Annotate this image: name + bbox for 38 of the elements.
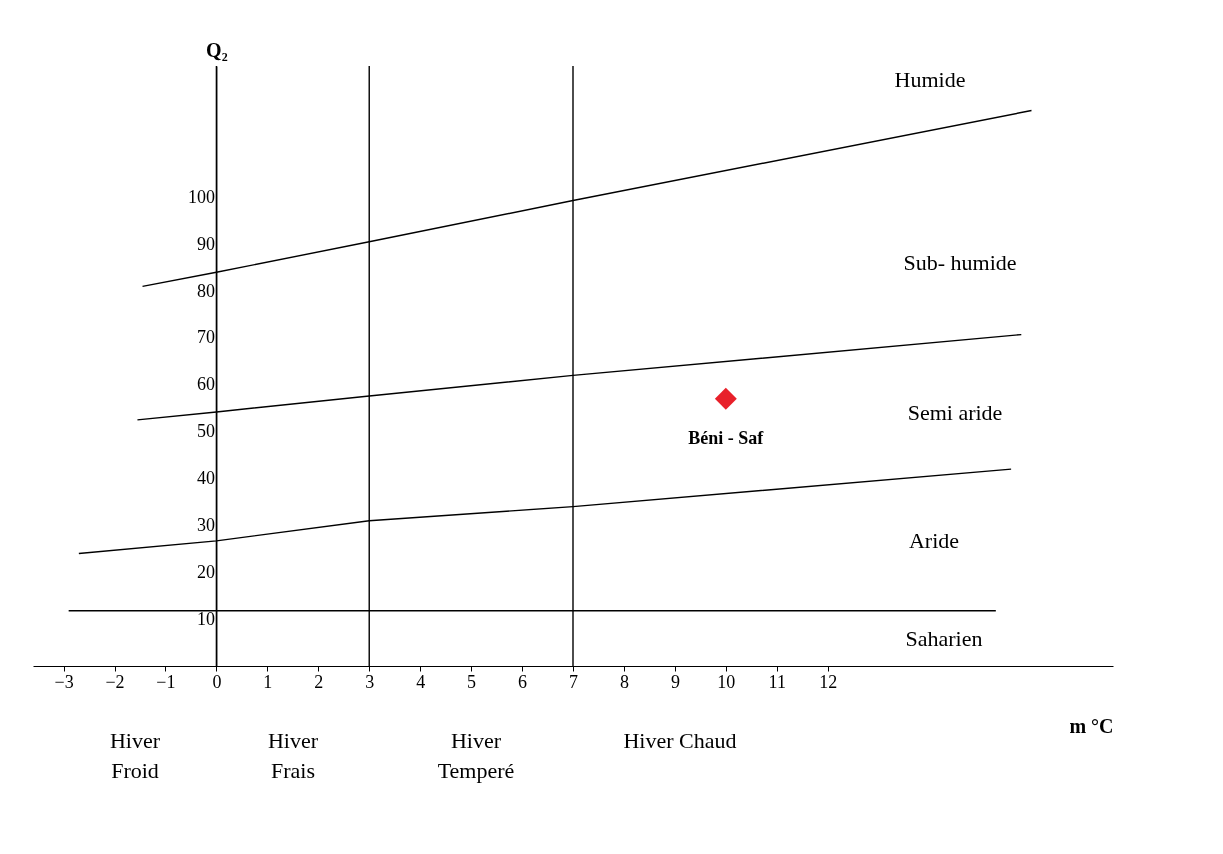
x-axis-title: m °C [1069, 714, 1114, 737]
x-tick-label: −3 [54, 671, 74, 692]
annotation: Humide [894, 67, 966, 92]
x-tick-label: 9 [670, 671, 680, 692]
text: Hiver Chaud [623, 728, 737, 753]
x-tick-label: 0 [212, 671, 222, 692]
x-tick-label: 12 [819, 671, 838, 692]
x-tick-label: −1 [156, 671, 176, 692]
x-tick-label: 7 [569, 671, 578, 692]
x-tick-label: 4 [416, 671, 426, 692]
y-tick-label: 30 [196, 514, 215, 535]
text: Hiver Frais [267, 728, 319, 783]
x-tick-label: 10 [717, 671, 736, 692]
annotation: Aride [908, 528, 960, 553]
y-tick-label: 20 [196, 561, 215, 582]
x-tick-label: 8 [619, 671, 629, 692]
y-tick-label: 10 [196, 608, 215, 629]
series-label: Béni - Saf [688, 427, 765, 448]
x-tick-label: 6 [518, 671, 528, 692]
y-tick-label: 80 [196, 280, 215, 301]
x-tick-label: −2 [105, 671, 125, 692]
text: Hiver Froid [109, 728, 161, 783]
y-tick-label: 90 [196, 233, 215, 254]
y-tick-label: 60 [196, 374, 215, 395]
y-tick-label: 70 [196, 327, 215, 348]
x-tick-label: 5 [467, 671, 477, 692]
y-axis-title: Q₂ [206, 38, 228, 61]
y-tick-label: 40 [196, 468, 215, 488]
y-tick-label: 50 [196, 421, 215, 442]
x-tick-label: 11 [768, 671, 786, 692]
annotation: Semi aride [907, 400, 1003, 425]
text: Hiver Temperé [437, 728, 515, 783]
x-tick-label: 1 [263, 671, 273, 692]
annotation: Saharien [905, 626, 983, 651]
y-tick-label: 100 [187, 186, 215, 207]
annotation: Sub- humide [903, 250, 1017, 275]
x-tick-label: 3 [365, 671, 375, 692]
x-tick-label: 2 [314, 671, 324, 692]
